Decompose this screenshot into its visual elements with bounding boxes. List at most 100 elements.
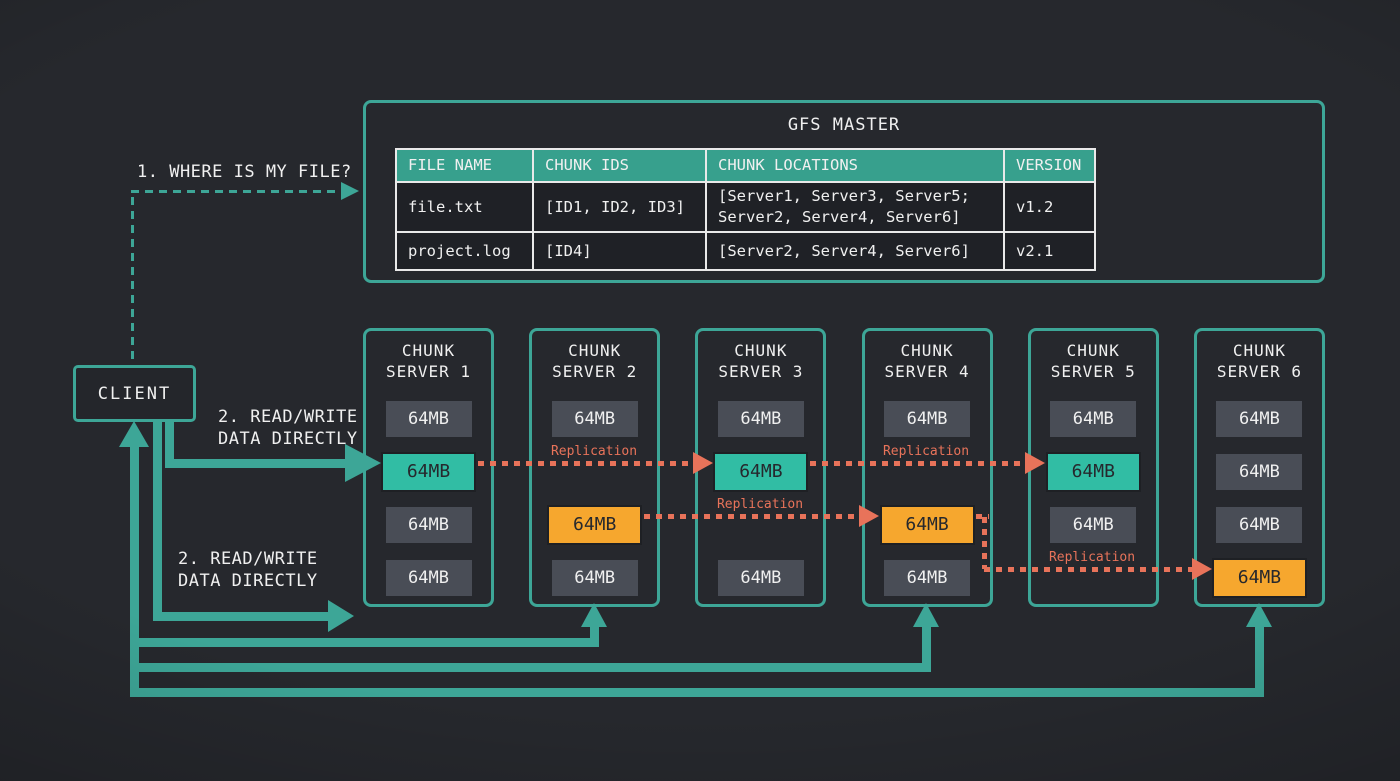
readwrite-annotation-line1: 2. READ/WRITE bbox=[178, 549, 318, 569]
server-title-line1: CHUNK bbox=[568, 341, 622, 360]
readwrite-annotation-line2: DATA DIRECTLY bbox=[218, 429, 358, 449]
chunk-64mb-replica-teal: 64MB bbox=[713, 451, 809, 492]
readwrite-line-a-horizontal bbox=[165, 459, 348, 468]
chunk-slot: 64MB bbox=[532, 393, 657, 446]
master-metadata-table: FILE NAME CHUNK IDS CHUNK LOCATIONS VERS… bbox=[395, 148, 1096, 271]
replication-line-cs4-cs6 bbox=[984, 567, 1192, 572]
chunk-64mb-replica-orange: 64MB bbox=[879, 504, 975, 545]
query-arrow-vertical bbox=[131, 197, 134, 365]
table-header-file-name: FILE NAME bbox=[397, 150, 534, 183]
replication-line-cs4-elbow-top bbox=[976, 514, 989, 519]
chunk-slot: 64MB bbox=[698, 551, 823, 604]
client-label: CLIENT bbox=[97, 383, 172, 404]
chunk-server-5-box: CHUNK SERVER 5 64MB 64MB 64MB bbox=[1027, 328, 1159, 607]
replication-line-cs4-elbow-vertical bbox=[982, 517, 987, 569]
table-header-chunk-ids: CHUNK IDS bbox=[534, 150, 707, 183]
chunk-64mb: 64MB bbox=[385, 559, 472, 596]
readwrite-annotation-line2: DATA DIRECTLY bbox=[178, 571, 318, 591]
chunk-64mb: 64MB bbox=[884, 401, 971, 438]
server-title-line2: SERVER 4 bbox=[884, 362, 970, 381]
chunk-server-1-title: CHUNK SERVER 1 bbox=[386, 331, 471, 393]
replication-arrowhead-cs4-icon bbox=[859, 505, 879, 527]
query-annotation-text: 1. WHERE IS MY FILE? bbox=[137, 162, 352, 182]
readwrite-annotation-line1: 2. READ/WRITE bbox=[218, 407, 358, 427]
chunk-server-4-box: CHUNK SERVER 4 64MB 64MB 64MB bbox=[861, 328, 993, 607]
chunk-slot: 64MB bbox=[366, 446, 491, 499]
bus-line-to-server4 bbox=[130, 663, 931, 672]
chunk-slot: 64MB bbox=[865, 393, 990, 446]
server-title-line2: SERVER 6 bbox=[1216, 362, 1302, 381]
table-cell-file-name: file.txt bbox=[397, 183, 534, 233]
chunk-64mb: 64MB bbox=[1216, 453, 1303, 490]
chunk-server-1-box: CHUNK SERVER 1 64MB 64MB 64MB 64MB bbox=[363, 328, 494, 607]
chunk-64mb: 64MB bbox=[1050, 401, 1137, 438]
table-header-version: VERSION bbox=[1005, 150, 1094, 183]
chunk-server-2-box: CHUNK SERVER 2 64MB 64MB 64MB bbox=[529, 328, 661, 607]
chunk-server-4-title: CHUNK SERVER 4 bbox=[885, 331, 970, 393]
gfs-master-box bbox=[363, 100, 1325, 283]
query-arrow-horizontal bbox=[131, 190, 342, 193]
server2-up-arrowhead-icon bbox=[581, 603, 607, 627]
chunk-slot: 64MB bbox=[865, 551, 990, 604]
replication-line-cs2-cs4 bbox=[644, 514, 859, 519]
readwrite-line-b-horizontal bbox=[153, 612, 330, 621]
server4-up-arrowhead-icon bbox=[913, 603, 939, 627]
table-cell-version: v2.1 bbox=[1016, 241, 1054, 260]
readwrite-line-b-vertical bbox=[153, 420, 162, 621]
bus-riser-server4 bbox=[922, 627, 931, 672]
replication-label-text: Replication bbox=[882, 444, 970, 459]
table-cell-chunk-locations: [Server1, Server3, Server5; Server2, Ser… bbox=[707, 183, 1005, 233]
replication-label-4: Replication bbox=[1022, 550, 1162, 565]
chunk-64mb: 64MB bbox=[717, 401, 804, 438]
bus-riser-server2 bbox=[590, 627, 599, 647]
replication-line-cs1-cs3 bbox=[478, 461, 693, 466]
chunk-slot: 64MB bbox=[1197, 393, 1322, 446]
chunk-slot: 64MB bbox=[1031, 446, 1156, 499]
chunk-64mb-replica-teal: 64MB bbox=[1045, 451, 1141, 492]
replication-label-text: Replication bbox=[1048, 550, 1136, 565]
client-return-arrowhead-icon bbox=[119, 421, 149, 447]
replication-label-text: Replication bbox=[550, 444, 638, 459]
server-title-line1: CHUNK bbox=[1066, 341, 1120, 360]
chunk-64mb: 64MB bbox=[385, 401, 472, 438]
readwrite-annotation-2: 2. READ/WRITE DATA DIRECTLY bbox=[178, 548, 318, 592]
replication-arrowhead-cs5-icon bbox=[1025, 452, 1045, 474]
table-header-chunk-locations: CHUNK LOCATIONS bbox=[707, 150, 1005, 183]
table-cell-version: v1.2 bbox=[1005, 183, 1094, 233]
chunk-64mb: 64MB bbox=[551, 559, 638, 596]
chunk-server-3-title: CHUNK SERVER 3 bbox=[718, 331, 803, 393]
chunk-64mb: 64MB bbox=[1216, 401, 1303, 438]
chunk-64mb: 64MB bbox=[717, 559, 804, 596]
client-return-vertical bbox=[130, 445, 139, 697]
query-annotation: 1. WHERE IS MY FILE? bbox=[137, 161, 352, 183]
chunk-slot: 64MB bbox=[698, 393, 823, 446]
chunk-slot: 64MB bbox=[366, 498, 491, 551]
chunk-64mb-replica-orange: 64MB bbox=[547, 504, 643, 545]
chunk-server-2-title: CHUNK SERVER 2 bbox=[552, 331, 637, 393]
chunk-servers-row: CHUNK SERVER 1 64MB 64MB 64MB 64MB CHUNK… bbox=[363, 328, 1325, 607]
server-title-line1: CHUNK bbox=[734, 341, 788, 360]
chunk-slot: 64MB bbox=[532, 551, 657, 604]
client-box: CLIENT bbox=[73, 365, 196, 422]
chunk-slot: 64MB bbox=[1197, 498, 1322, 551]
gfs-master-title: GFS MASTER bbox=[787, 115, 901, 135]
replication-arrowhead-cs6-icon bbox=[1192, 558, 1212, 580]
chunk-64mb-replica-teal: 64MB bbox=[381, 451, 476, 492]
readwrite-arrowhead-b-icon bbox=[328, 600, 354, 632]
chunk-slot: 64MB bbox=[1197, 551, 1322, 604]
chunk-slot: 64MB bbox=[1031, 498, 1156, 551]
server-title-line2: SERVER 1 bbox=[385, 362, 472, 381]
bus-line-to-server2 bbox=[130, 638, 599, 647]
replication-label-text: Replication bbox=[716, 497, 804, 512]
replication-line-cs3-cs5 bbox=[810, 461, 1025, 466]
chunk-64mb-replica-orange: 64MB bbox=[1211, 557, 1307, 598]
replication-label-1: Replication bbox=[524, 444, 664, 459]
replication-label-3: Replication bbox=[856, 444, 996, 459]
readwrite-line-a-vertical bbox=[165, 420, 174, 468]
readwrite-arrowhead-cs1-icon bbox=[345, 444, 381, 482]
chunk-server-5-title: CHUNK SERVER 5 bbox=[1051, 331, 1136, 393]
bus-line-to-server6 bbox=[130, 688, 1264, 697]
bus-riser-server6 bbox=[1255, 627, 1264, 697]
chunk-64mb: 64MB bbox=[884, 559, 971, 596]
